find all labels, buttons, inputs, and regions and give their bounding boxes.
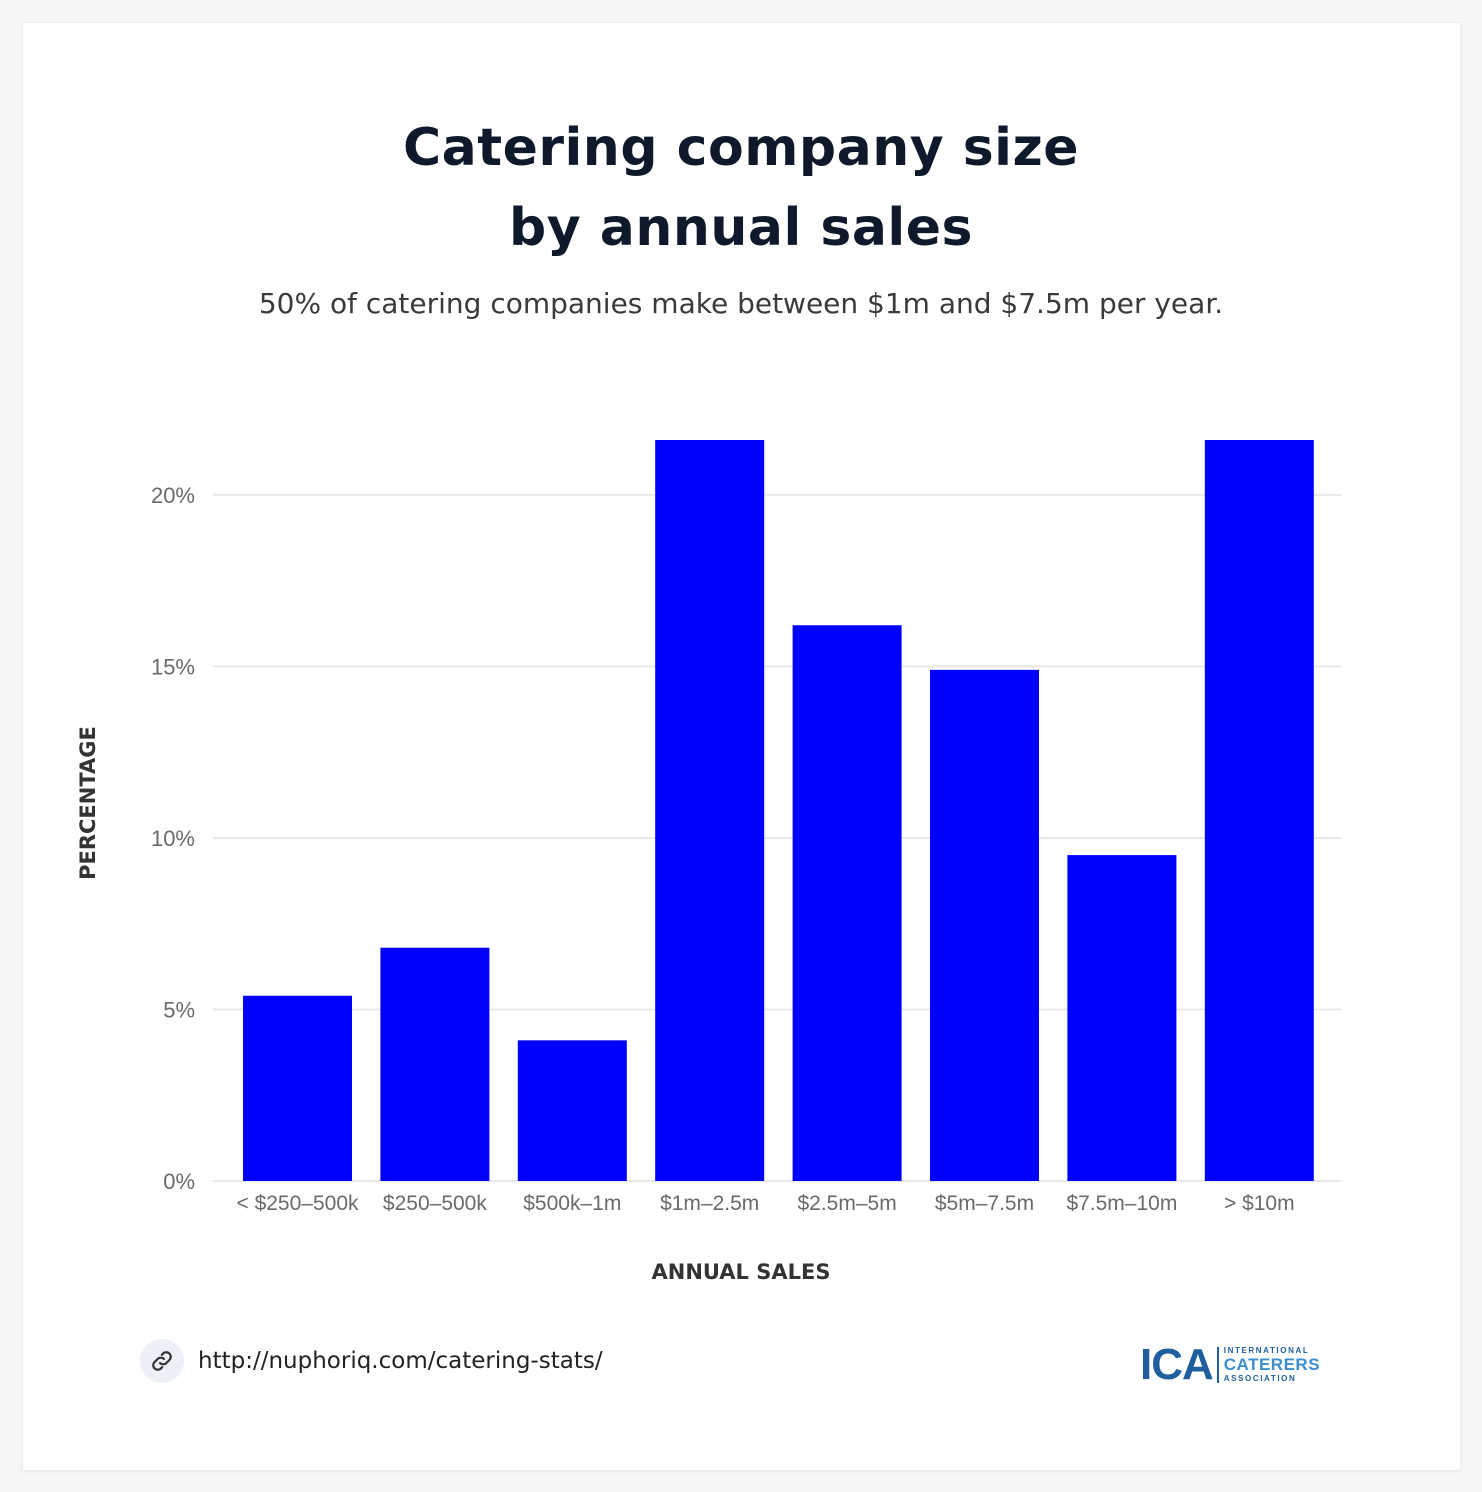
chart-title-line-2: by annual sales bbox=[509, 198, 973, 258]
x-tick-label: < $250–500k bbox=[236, 1192, 359, 1215]
logo-wordmark: INTERNATIONAL CATERERS ASSOCIATION bbox=[1224, 1346, 1320, 1384]
logo-mark: ICA bbox=[1140, 1340, 1214, 1389]
ica-logo: ICA INTERNATIONAL CATERERS ASSOCIATION bbox=[1140, 1342, 1340, 1388]
x-axis-categories: < $250–500k $250–500k $500k–1m $1m–2.5m $2.5… bbox=[236, 1192, 1294, 1215]
chart-title: Catering company size by annual sales bbox=[0, 108, 1482, 268]
logo-line-2: CATERERS bbox=[1223, 1355, 1321, 1374]
x-tick-label: $250–500k bbox=[383, 1192, 487, 1215]
y-tick-label: 10% bbox=[151, 826, 195, 851]
bars bbox=[243, 440, 1314, 1181]
bar[interactable] bbox=[1067, 855, 1177, 1181]
x-tick-label: $7.5m–10m bbox=[1066, 1192, 1177, 1215]
source-link[interactable]: http://nuphoriq.com/catering-stats/ bbox=[140, 1337, 603, 1385]
source-link-text[interactable]: http://nuphoriq.com/catering-stats/ bbox=[198, 1348, 603, 1374]
y-tick-label: 15% bbox=[151, 654, 195, 679]
y-axis-ticks: 0% 5% 10% 15% 20% bbox=[151, 483, 195, 1194]
bar[interactable] bbox=[792, 625, 902, 1181]
y-tick-label: 20% bbox=[151, 483, 195, 508]
link-icon bbox=[140, 1339, 184, 1383]
bar[interactable] bbox=[380, 947, 490, 1181]
bar[interactable] bbox=[655, 440, 765, 1181]
bar[interactable] bbox=[930, 669, 1039, 1181]
y-axis-title: PERCENTAGE bbox=[76, 726, 100, 880]
x-axis-title: ANNUAL SALES bbox=[652, 1260, 831, 1284]
x-tick-label: $500k–1m bbox=[523, 1192, 621, 1215]
chart-subtitle: 50% of catering companies make between $… bbox=[258, 287, 1224, 320]
bar[interactable] bbox=[243, 995, 352, 1181]
chart-title-line-1: Catering company size bbox=[402, 118, 1080, 178]
logo-line-3: ASSOCIATION bbox=[1223, 1374, 1297, 1383]
y-tick-label: 5% bbox=[163, 997, 195, 1022]
x-tick-label: $1m–2.5m bbox=[660, 1192, 759, 1215]
x-tick-label: $2.5m–5m bbox=[797, 1192, 896, 1215]
x-tick-label: > $10m bbox=[1224, 1192, 1295, 1215]
bar[interactable] bbox=[517, 1040, 627, 1181]
y-tick-label: 0% bbox=[163, 1169, 195, 1194]
logo-line-1: INTERNATIONAL bbox=[1223, 1346, 1310, 1355]
logo-divider bbox=[1216, 1347, 1219, 1383]
bar[interactable] bbox=[1204, 440, 1314, 1181]
x-tick-label: $5m–7.5m bbox=[935, 1192, 1034, 1215]
